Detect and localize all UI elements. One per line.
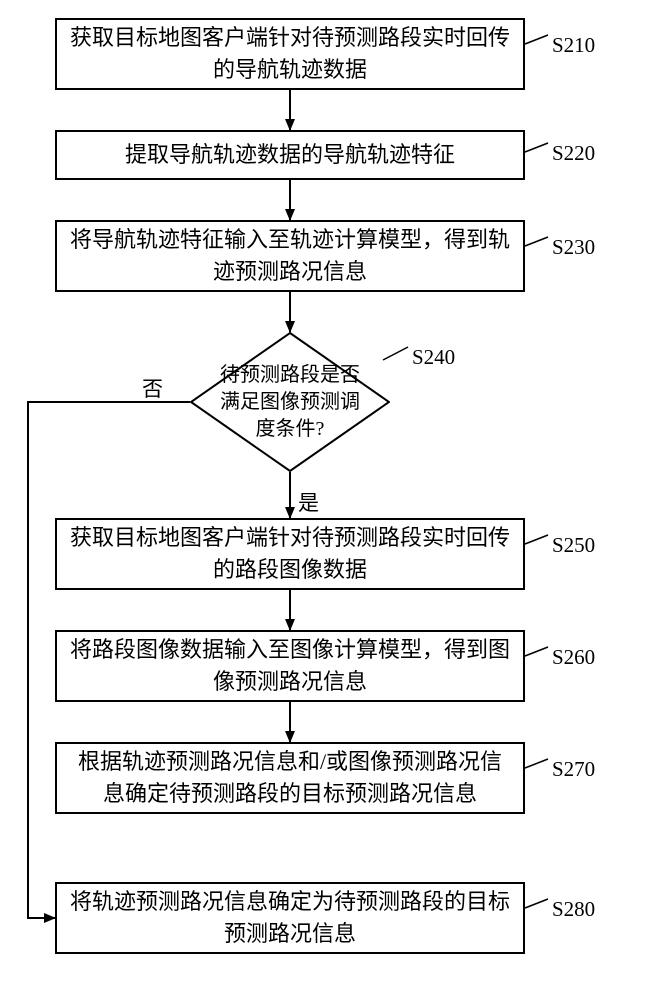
step-s210-text: 获取目标地图客户端针对待预测路段实时回传的导航轨迹数据: [67, 22, 513, 86]
step-s210-label: S210: [552, 33, 595, 58]
step-s270-label: S270: [552, 757, 595, 782]
step-s230-text: 将导航轨迹特征输入至轨迹计算模型，得到轨迹预测路况信息: [67, 224, 513, 288]
step-s230-label: S230: [552, 235, 595, 260]
step-s230-box: 将导航轨迹特征输入至轨迹计算模型，得到轨迹预测路况信息: [55, 220, 525, 292]
decision-s240: 待预测路段是否满足图像预测调度条件?: [190, 332, 390, 472]
step-s220-box: 提取导航轨迹数据的导航轨迹特征: [55, 130, 525, 180]
flowchart-container: 获取目标地图客户端针对待预测路段实时回传的导航轨迹数据 S210 提取导航轨迹数…: [0, 0, 665, 1000]
edge-no-label: 否: [142, 373, 163, 403]
step-s220-text: 提取导航轨迹数据的导航轨迹特征: [125, 139, 455, 171]
step-s280-label: S280: [552, 897, 595, 922]
step-s260-box: 将路段图像数据输入至图像计算模型，得到图像预测路况信息: [55, 630, 525, 702]
step-s260-label: S260: [552, 645, 595, 670]
step-s280-box: 将轨迹预测路况信息确定为待预测路段的目标预测路况信息: [55, 882, 525, 954]
step-s260-text: 将路段图像数据输入至图像计算模型，得到图像预测路况信息: [67, 634, 513, 698]
step-s220-label: S220: [552, 141, 595, 166]
step-s250-box: 获取目标地图客户端针对待预测路段实时回传的路段图像数据: [55, 518, 525, 590]
step-s270-box: 根据轨迹预测路况信息和/或图像预测路况信息确定待预测路段的目标预测路况信息: [55, 742, 525, 814]
step-s270-text: 根据轨迹预测路况信息和/或图像预测路况信息确定待预测路段的目标预测路况信息: [67, 746, 513, 810]
decision-s240-text: 待预测路段是否满足图像预测调度条件?: [212, 362, 368, 443]
step-s250-label: S250: [552, 533, 595, 558]
step-s210-box: 获取目标地图客户端针对待预测路段实时回传的导航轨迹数据: [55, 18, 525, 90]
decision-s240-label: S240: [412, 345, 455, 370]
step-s250-text: 获取目标地图客户端针对待预测路段实时回传的路段图像数据: [67, 522, 513, 586]
step-s280-text: 将轨迹预测路况信息确定为待预测路段的目标预测路况信息: [67, 886, 513, 950]
edge-yes-label: 是: [298, 487, 319, 517]
